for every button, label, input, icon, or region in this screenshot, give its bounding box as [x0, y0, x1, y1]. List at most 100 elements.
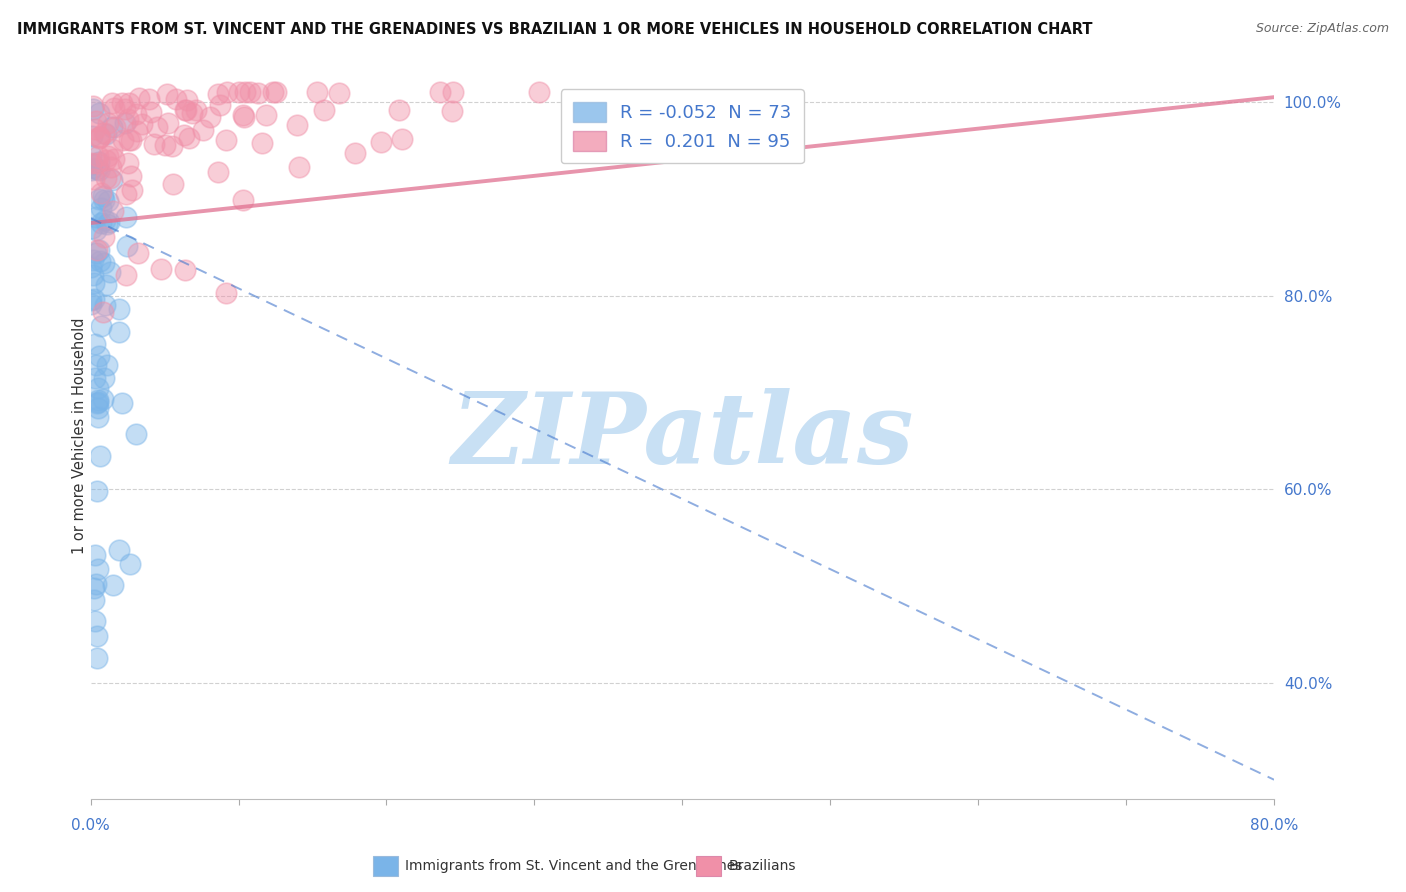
Point — [215, 133, 238, 147]
Point — [84, 114, 107, 128]
Point — [86, 484, 108, 499]
Point — [87, 409, 110, 424]
Point — [328, 86, 350, 100]
Point — [191, 123, 214, 137]
Point — [80, 293, 103, 307]
Point — [89, 130, 111, 145]
Point — [93, 305, 115, 319]
Point — [86, 156, 108, 170]
Point — [83, 172, 105, 186]
Text: 80.0%: 80.0% — [1250, 819, 1298, 833]
Point — [97, 116, 120, 130]
Point — [101, 95, 124, 110]
Point — [80, 260, 103, 275]
Point — [174, 263, 197, 277]
Point — [232, 110, 254, 124]
Point — [120, 557, 142, 571]
Point — [94, 128, 117, 142]
Point — [121, 183, 143, 197]
Point — [391, 132, 413, 146]
Point — [139, 105, 162, 120]
Point — [370, 135, 392, 149]
Point — [111, 396, 134, 410]
Point — [285, 118, 308, 132]
Point — [97, 194, 120, 208]
Point — [83, 548, 105, 562]
Point — [89, 449, 111, 463]
Point — [96, 217, 118, 231]
Point — [83, 292, 105, 306]
Point — [87, 349, 110, 363]
Point — [87, 130, 110, 145]
Point — [89, 243, 111, 257]
Point — [233, 86, 256, 100]
Point — [262, 86, 284, 100]
Point — [94, 278, 117, 293]
Point — [80, 156, 103, 170]
Point — [86, 629, 108, 643]
Point — [80, 163, 103, 178]
Point — [83, 581, 105, 595]
Point — [82, 268, 104, 282]
Point — [112, 133, 135, 147]
Point — [101, 173, 124, 187]
Point — [90, 216, 112, 230]
Point — [83, 593, 105, 607]
Legend: R = -0.052  N = 73, R =  0.201  N = 95: R = -0.052 N = 73, R = 0.201 N = 95 — [561, 89, 804, 163]
Point — [207, 165, 229, 179]
Point — [228, 86, 250, 100]
Point — [84, 223, 107, 237]
Point — [115, 187, 138, 202]
Point — [86, 149, 108, 163]
Point — [80, 157, 103, 171]
Point — [232, 108, 254, 122]
Point — [115, 211, 138, 225]
Point — [180, 106, 202, 120]
Point — [89, 162, 111, 177]
Point — [198, 110, 221, 124]
Point — [97, 149, 120, 163]
Point — [250, 136, 273, 151]
Point — [89, 192, 111, 206]
Point — [87, 155, 110, 169]
Point — [94, 213, 117, 227]
Point — [93, 298, 115, 312]
Point — [207, 87, 229, 101]
Point — [156, 87, 179, 101]
Point — [177, 131, 200, 145]
Point — [247, 87, 270, 101]
Point — [83, 277, 105, 291]
Point — [86, 161, 108, 176]
Point — [87, 106, 110, 120]
Point — [80, 129, 103, 144]
Point — [165, 92, 187, 106]
Point — [86, 243, 108, 257]
Point — [174, 103, 197, 117]
Point — [100, 142, 122, 156]
Point — [120, 169, 142, 183]
Point — [90, 186, 112, 200]
Point — [87, 562, 110, 576]
Point — [104, 120, 127, 134]
Point — [150, 261, 173, 276]
Point — [86, 651, 108, 665]
Point — [108, 542, 131, 557]
Point — [312, 103, 335, 117]
Text: 0.0%: 0.0% — [72, 819, 110, 833]
Point — [239, 86, 262, 100]
Point — [107, 302, 129, 317]
Point — [305, 86, 328, 100]
Point — [117, 112, 139, 127]
Point — [82, 161, 104, 175]
Point — [128, 91, 150, 105]
Point — [146, 120, 169, 134]
Point — [117, 239, 139, 253]
Point — [215, 285, 238, 300]
Point — [82, 102, 104, 116]
Point — [89, 253, 111, 268]
Point — [114, 116, 136, 130]
Point — [118, 133, 141, 147]
Point — [288, 161, 311, 175]
Point — [108, 325, 131, 339]
Point — [87, 401, 110, 415]
